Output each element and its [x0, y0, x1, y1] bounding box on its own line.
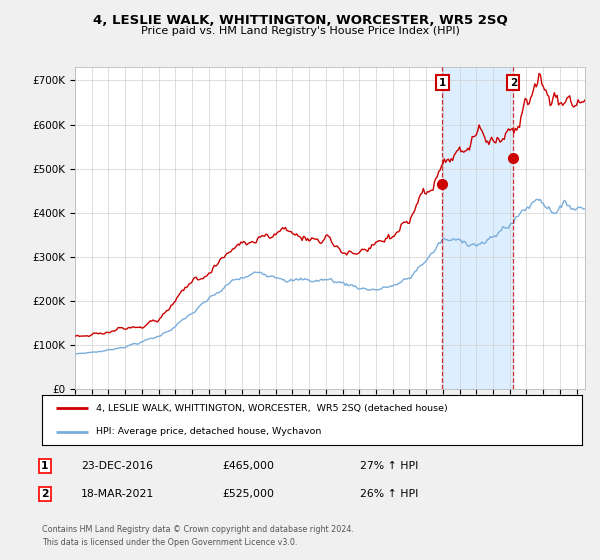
Text: 2: 2: [41, 489, 49, 499]
Text: Contains HM Land Registry data © Crown copyright and database right 2024.
This d: Contains HM Land Registry data © Crown c…: [42, 525, 354, 547]
Text: 27% ↑ HPI: 27% ↑ HPI: [360, 461, 418, 471]
Text: 23-DEC-2016: 23-DEC-2016: [81, 461, 153, 471]
Text: £525,000: £525,000: [222, 489, 274, 499]
Text: 4, LESLIE WALK, WHITTINGTON, WORCESTER, WR5 2SQ: 4, LESLIE WALK, WHITTINGTON, WORCESTER, …: [92, 14, 508, 27]
Text: 26% ↑ HPI: 26% ↑ HPI: [360, 489, 418, 499]
Text: 18-MAR-2021: 18-MAR-2021: [81, 489, 154, 499]
Text: Price paid vs. HM Land Registry's House Price Index (HPI): Price paid vs. HM Land Registry's House …: [140, 26, 460, 36]
Bar: [442, 67, 513, 389]
Text: 1: 1: [439, 78, 446, 87]
Text: £465,000: £465,000: [222, 461, 274, 471]
Text: HPI: Average price, detached house, Wychavon: HPI: Average price, detached house, Wych…: [96, 427, 322, 436]
Text: 4, LESLIE WALK, WHITTINGTON, WORCESTER,  WR5 2SQ (detached house): 4, LESLIE WALK, WHITTINGTON, WORCESTER, …: [96, 404, 448, 413]
Text: 1: 1: [41, 461, 49, 471]
Text: 2: 2: [509, 78, 517, 87]
